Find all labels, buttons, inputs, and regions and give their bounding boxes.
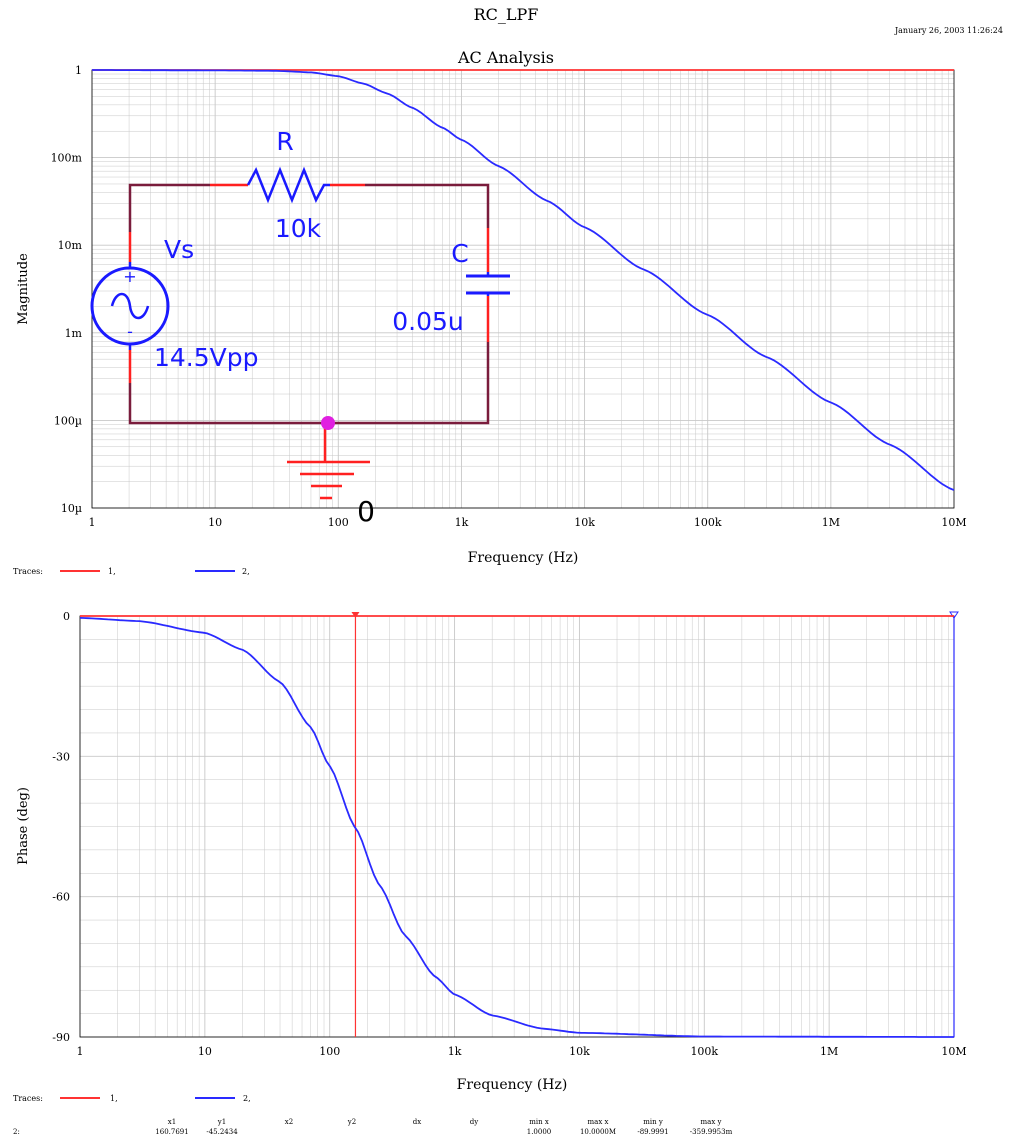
x-tick-label: 100k — [694, 516, 722, 529]
phase-x-ticks: 1 10 100 1k 10k 100k 1M 10M — [77, 1045, 967, 1058]
phase-y-axis-label: Phase (deg) — [16, 787, 31, 865]
x-tick-label: 1k — [448, 1045, 462, 1058]
readout-header: min y — [643, 1118, 663, 1126]
y-tick-label: -30 — [52, 750, 70, 763]
y-tick-label: 100m — [51, 152, 83, 165]
trace-2-line — [92, 69, 955, 491]
readout-header: min x — [529, 1118, 549, 1126]
phase-plot: 1 10 100 1k 10k 100k 1M 10M 0 -30 -60 -90 Frequenc… — [16, 610, 967, 1093]
x-tick-label: 100 — [319, 1045, 340, 1058]
phase-series — [79, 615, 954, 1038]
magnitude-series — [92, 69, 955, 491]
source-name: Vs — [164, 235, 194, 264]
readout-value: 160.7691 — [155, 1128, 188, 1136]
phase-x-axis-label: Frequency (Hz) — [457, 1077, 568, 1093]
timestamp: January 26, 2003 11:26:24 — [894, 26, 1003, 35]
capacitor-value: 0.05u — [392, 307, 464, 336]
source-minus-sign: - — [127, 322, 133, 341]
source-plus-sign: + — [123, 267, 136, 286]
ground-node-dot — [321, 416, 335, 430]
x-tick-label: 10M — [941, 1045, 966, 1058]
readout-value: -359.9953m — [690, 1128, 733, 1136]
capacitor-name: C — [451, 239, 468, 268]
x-tick-label: 1 — [77, 1045, 84, 1058]
resistor-value: 10k — [275, 214, 322, 243]
readout-header: x1 — [168, 1118, 176, 1126]
readout-value: 10.0000M — [580, 1128, 616, 1136]
readout-header: max x — [588, 1118, 609, 1126]
x-tick-label: 100k — [690, 1045, 718, 1058]
ac-source-symbol — [90, 266, 170, 346]
cursor-readout: 2: x1 160.7691 y1 -45.2434 x2 y2 dx dy min x 1.00… — [13, 1118, 733, 1136]
readout-header: dx — [413, 1118, 421, 1126]
sine-wave-icon — [110, 292, 150, 320]
readout-header: max y — [701, 1118, 722, 1126]
y-tick-label: 0 — [63, 610, 70, 623]
y-tick-label: 10m — [58, 239, 83, 252]
trace-2-line — [79, 617, 954, 1038]
trace-2-legend-label: 2, — [242, 567, 250, 576]
traces-legend-label-2: Traces: — [13, 1094, 43, 1103]
magnitude-x-axis-label: Frequency (Hz) — [468, 550, 579, 566]
phase-grid — [79, 615, 954, 1038]
x-tick-label: 10M — [941, 516, 966, 529]
readout-header: y1 — [217, 1118, 226, 1126]
trace-2-legend-label-2: 2, — [243, 1094, 251, 1103]
wire-top-right — [365, 183, 490, 228]
x-tick-label: 10 — [208, 516, 222, 529]
magnitude-plot-frame — [91, 69, 955, 509]
magnitude-grid — [91, 70, 954, 509]
x-tick-label: 10k — [574, 516, 595, 529]
trace-1-legend-label-2: 1, — [110, 1094, 118, 1103]
x-tick-label: 10k — [569, 1045, 590, 1058]
x-tick-label: 1 — [89, 516, 96, 529]
readout-header: x2 — [285, 1118, 293, 1126]
y-tick-label: -90 — [52, 1031, 70, 1044]
page-title: RC_LPF — [474, 5, 539, 24]
x-tick-label: 1M — [820, 1045, 838, 1058]
y-tick-label: 1 — [75, 64, 82, 77]
x-tick-label: 1M — [822, 516, 840, 529]
cursor-2-marker[interactable] — [949, 611, 959, 619]
resistor-symbol — [246, 166, 330, 204]
readout-header: dy — [470, 1118, 478, 1126]
y-tick-label: 1m — [65, 327, 83, 340]
ground-node-label: 0 — [357, 495, 375, 528]
rc-schematic: R 10k C 0.05u + - Vs 14.5Vpp 0 — [90, 127, 510, 528]
traces-legend-label: Traces: — [13, 567, 43, 576]
wire-bottom — [128, 342, 490, 425]
resistor-name: R — [276, 127, 293, 156]
y-tick-label: -60 — [52, 891, 70, 904]
source-value: 14.5Vpp — [154, 343, 259, 372]
chart-title: AC Analysis — [457, 48, 554, 67]
x-tick-label: 1k — [455, 516, 469, 529]
traces-legend-top: Traces: 1, 2, — [13, 567, 250, 576]
readout-header: y2 — [347, 1118, 356, 1126]
magnitude-plot: 1 10 100 1k 10k 100k 1M 10M 10µ 100µ 1m 10m 100m 1 F… — [16, 64, 967, 566]
wire-top-left — [128, 183, 210, 232]
y-tick-label: 100µ — [54, 414, 82, 427]
readout-value: -89.9991 — [637, 1128, 668, 1136]
magnitude-y-ticks: 10µ 100µ 1m 10m 100m 1 — [51, 64, 83, 515]
readout-value: 1.0000 — [527, 1128, 552, 1136]
x-tick-label: 10 — [198, 1045, 212, 1058]
y-tick-label: 10µ — [61, 502, 82, 515]
trace-1-legend-label: 1, — [108, 567, 116, 576]
cursor-1-marker[interactable] — [351, 612, 360, 618]
readout-value: -45.2434 — [206, 1128, 238, 1136]
magnitude-y-axis-label: Magnitude — [16, 253, 31, 325]
x-tick-label: 100 — [328, 516, 349, 529]
phase-y-ticks: 0 -30 -60 -90 — [52, 610, 70, 1044]
magnitude-x-ticks: 1 10 100 1k 10k 100k 1M 10M — [89, 516, 967, 529]
readout-row-label: 2: — [13, 1128, 20, 1136]
traces-legend-bottom: Traces: 1, 2, — [13, 1094, 251, 1103]
